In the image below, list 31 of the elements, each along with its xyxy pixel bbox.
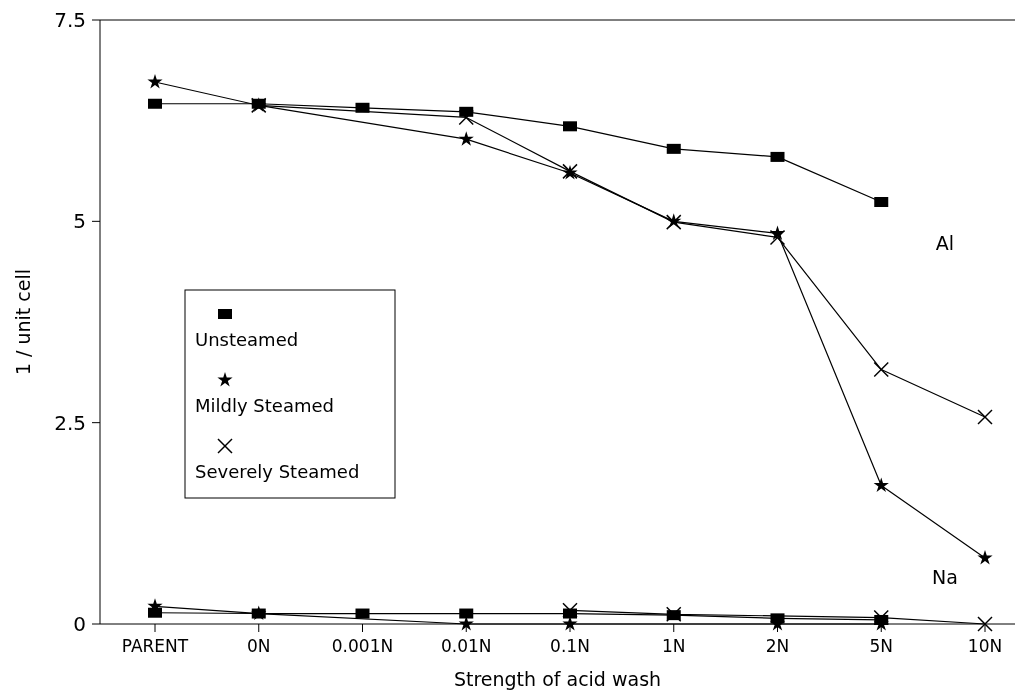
y-tick-label: 0 [73, 612, 86, 636]
point [355, 608, 370, 619]
y-axis-title: 1 / unit cell [12, 268, 34, 376]
annotation: Al [935, 232, 955, 254]
x-tick-label: PARENT [121, 636, 189, 656]
x-tick-label: 0.001N [331, 636, 394, 656]
legend-label: Unsteamed [195, 329, 299, 350]
point [148, 98, 162, 109]
x-tick-label: 10N [967, 636, 1003, 656]
x-tick-label: 0N [246, 636, 271, 656]
point [873, 477, 889, 492]
x-tick-label: 0.01N [440, 636, 492, 656]
x-tick-label: 2N [765, 636, 790, 656]
point [459, 608, 474, 619]
point [770, 151, 785, 162]
legend-label: Severely Steamed [195, 461, 360, 482]
x-axis-title: Strength of acid wash [453, 668, 662, 690]
point [458, 131, 474, 146]
point [666, 143, 681, 154]
y-tick-label: 7.5 [54, 8, 86, 32]
legend-label: Mildly Steamed [195, 395, 334, 416]
y-tick-label: 5 [73, 209, 86, 234]
point [458, 616, 474, 631]
point [977, 549, 993, 565]
annotation: Na [932, 566, 958, 588]
point [563, 121, 577, 132]
x-tick-label: 5N [869, 636, 894, 656]
y-tick-label: 2.5 [54, 410, 86, 435]
x-tick-label: 1N [661, 636, 686, 656]
x-tick-label: 0.1N [550, 636, 590, 656]
point [874, 197, 889, 208]
